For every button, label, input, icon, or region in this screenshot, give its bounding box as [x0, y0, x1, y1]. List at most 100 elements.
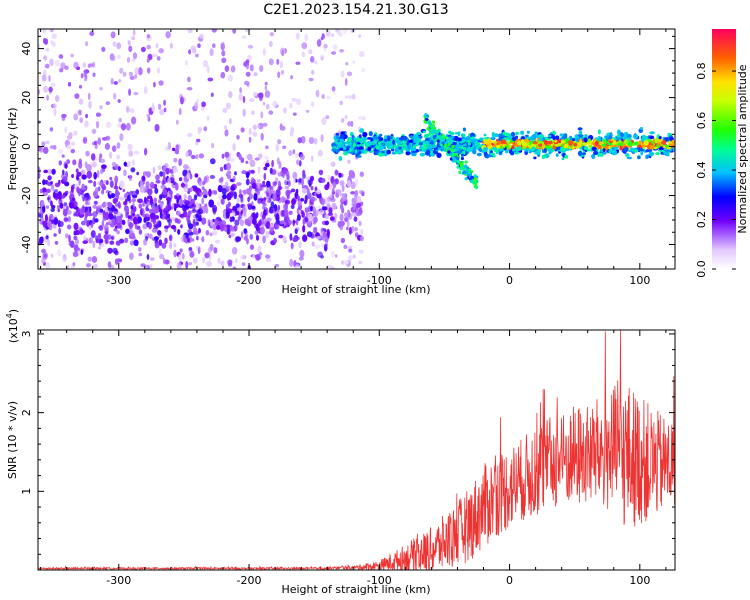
- snr-series-line: [38, 330, 675, 570]
- heatmap-cell: [486, 138, 492, 143]
- heatmap-cell: [408, 135, 415, 139]
- heatmap-cell: [310, 56, 315, 63]
- heatmap-cell: [256, 179, 261, 183]
- heatmap-cell: [116, 258, 123, 263]
- heatmap-cell: [362, 131, 368, 138]
- x-tick-label: 100: [629, 274, 650, 287]
- heatmap-cell: [622, 136, 628, 140]
- heatmap-cell: [92, 72, 96, 78]
- heatmap-cell: [186, 87, 193, 91]
- y-tick-label: 40: [20, 42, 33, 56]
- heatmap-cell: [608, 148, 612, 154]
- heatmap-cell: [151, 228, 158, 233]
- heatmap-cell: [146, 254, 150, 260]
- heatmap-cell: [296, 159, 300, 166]
- heatmap-cell: [168, 223, 171, 228]
- heatmap-cell: [41, 141, 46, 148]
- heatmap-cell: [340, 203, 344, 210]
- heatmap-cell: [307, 231, 312, 238]
- heatmap-cell: [296, 98, 302, 105]
- heatmap-cell: [293, 220, 296, 224]
- heatmap-cell: [71, 264, 74, 269]
- heatmap-cell: [174, 203, 179, 208]
- heatmap-cell: [563, 133, 568, 139]
- heatmap-cell: [226, 170, 232, 175]
- heatmap-cell: [309, 205, 314, 212]
- heatmap-cell: [61, 113, 67, 118]
- heatmap-cell: [44, 140, 50, 145]
- heatmap-cell: [342, 193, 347, 202]
- heatmap-cell: [536, 151, 541, 155]
- heatmap-cell: [548, 147, 554, 153]
- heatmap-cell: [170, 224, 176, 230]
- heatmap-cell: [62, 169, 65, 176]
- heatmap-cell: [331, 250, 335, 258]
- heatmap-cell: [159, 109, 165, 116]
- heatmap-cell: [210, 92, 214, 98]
- heatmap-cell: [66, 144, 72, 150]
- heatmap-cell: [242, 207, 246, 211]
- y-tick-label: -40: [20, 236, 33, 254]
- heatmap-cell: [140, 208, 143, 216]
- heatmap-cell: [86, 220, 91, 227]
- heatmap-cell: [255, 234, 260, 241]
- heatmap-cell: [365, 141, 370, 147]
- heatmap-cell: [132, 52, 138, 60]
- heatmap-cell: [226, 102, 231, 110]
- heatmap-cell: [133, 239, 139, 246]
- heatmap-cell: [308, 49, 313, 55]
- snr-y-multiplier: (x104): [5, 309, 20, 343]
- heatmap-cell: [252, 212, 256, 219]
- heatmap-cell: [58, 194, 62, 202]
- heatmap-cell: [97, 232, 102, 241]
- heatmap-cell: [85, 206, 88, 212]
- heatmap-cell: [428, 132, 432, 136]
- heatmap-cell: [272, 100, 278, 107]
- heatmap-cell: [504, 132, 510, 137]
- heatmap-cell: [118, 79, 122, 83]
- heatmap-cell: [39, 188, 43, 194]
- heatmap-cell: [511, 136, 517, 142]
- heatmap-cell: [483, 147, 489, 150]
- heatmap-cell: [498, 133, 504, 138]
- heatmap-cell: [130, 205, 134, 210]
- heatmap-cell: [84, 211, 88, 219]
- heatmap-cell: [257, 199, 262, 204]
- heatmap-cell: [597, 129, 601, 135]
- heatmap-cell: [573, 142, 578, 147]
- heatmap-cell: [182, 210, 188, 218]
- heatmap-cell: [330, 197, 336, 203]
- heatmap-cell: [430, 128, 434, 132]
- heatmap-cell: [109, 240, 115, 245]
- heatmap-cell: [158, 80, 164, 86]
- heatmap-cell: [166, 196, 172, 202]
- heatmap-cell: [115, 240, 121, 246]
- heatmap-cell: [138, 229, 143, 235]
- heatmap-cell: [210, 219, 214, 227]
- heatmap-cell: [223, 212, 227, 219]
- heatmap-cell: [475, 146, 480, 150]
- heatmap-cell: [215, 225, 221, 230]
- heatmap-cell: [47, 238, 50, 247]
- heatmap-cell: [75, 238, 79, 245]
- heatmap-cell: [534, 131, 539, 135]
- heatmap-cell: [85, 150, 90, 157]
- heatmap-cell: [359, 171, 364, 177]
- heatmap-cell: [153, 183, 158, 189]
- heatmap-cell: [563, 143, 569, 149]
- heatmap-cell: [152, 53, 158, 58]
- heatmap-cell: [196, 99, 199, 103]
- heatmap-cell: [471, 136, 475, 139]
- heatmap-cell: [294, 228, 298, 234]
- heatmap-cell: [185, 151, 189, 158]
- heatmap-cell: [472, 149, 477, 155]
- heatmap-cell: [284, 179, 287, 186]
- heatmap-cell: [78, 158, 82, 165]
- heatmap-cell: [174, 195, 178, 200]
- heatmap-cell: [158, 247, 162, 256]
- heatmap-cell: [232, 266, 237, 269]
- heatmap-cell: [655, 152, 661, 156]
- heatmap-cell: [299, 160, 302, 167]
- heatmap-cell: [79, 85, 82, 89]
